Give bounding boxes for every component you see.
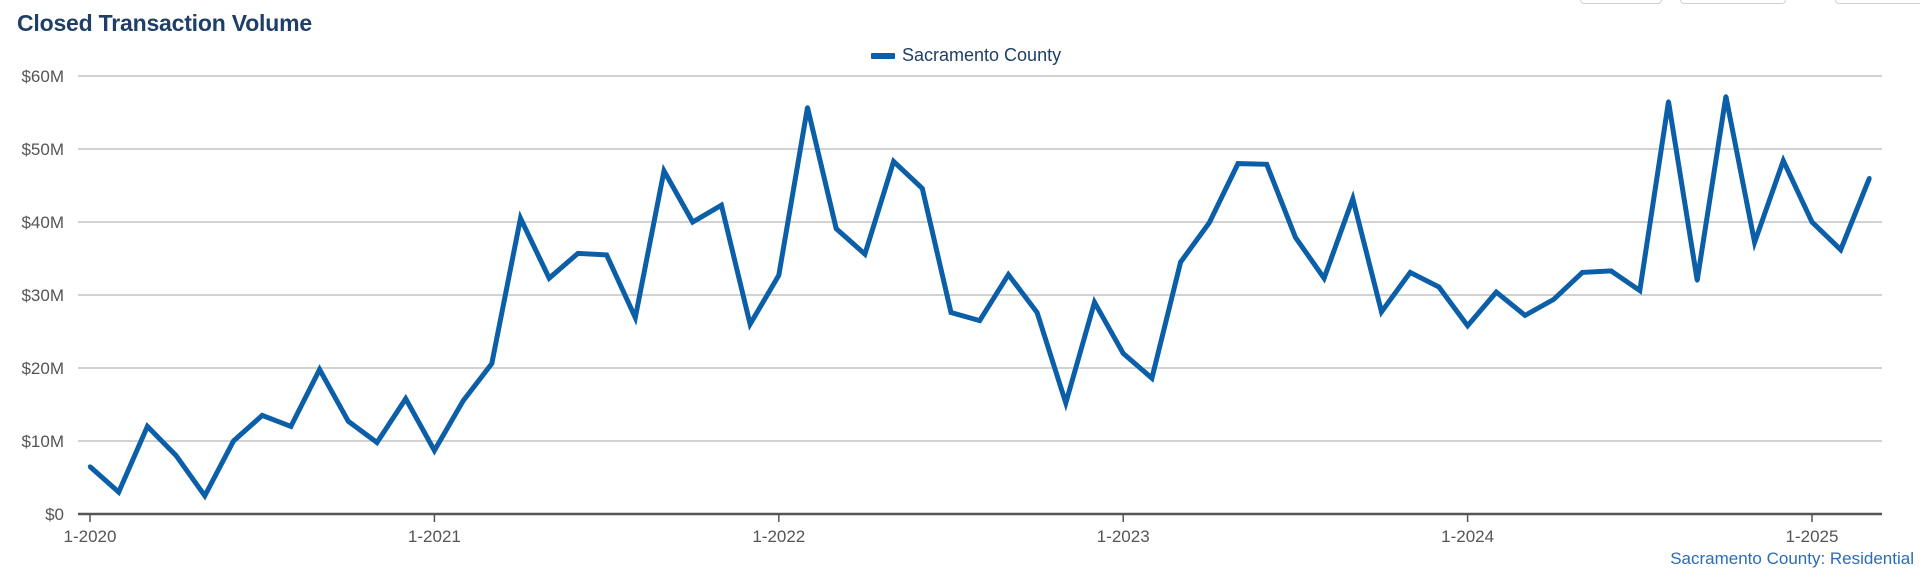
- data-point[interactable]: [1608, 268, 1614, 274]
- chart-legend[interactable]: Sacramento County: [871, 45, 1061, 66]
- data-point[interactable]: [1436, 284, 1442, 290]
- data-point[interactable]: [1494, 289, 1499, 295]
- data-point[interactable]: [1465, 323, 1470, 328]
- data-point[interactable]: [1838, 247, 1843, 252]
- data-point[interactable]: [1867, 176, 1872, 181]
- data-point[interactable]: [661, 168, 667, 174]
- data-point[interactable]: [518, 216, 523, 221]
- data-point[interactable]: [1781, 158, 1786, 163]
- data-point[interactable]: [1637, 288, 1643, 293]
- data-point[interactable]: [633, 315, 638, 320]
- data-point[interactable]: [1235, 161, 1241, 166]
- data-point[interactable]: [460, 398, 466, 404]
- data-point[interactable]: [719, 203, 724, 208]
- data-point[interactable]: [145, 424, 150, 429]
- legend-swatch: [871, 52, 895, 59]
- y-tick-label: $60M: [21, 67, 64, 86]
- chart-title: Closed Transaction Volume: [17, 10, 312, 36]
- data-point[interactable]: [1695, 278, 1700, 283]
- data-point[interactable]: [547, 276, 552, 281]
- legend-label: Sacramento County: [902, 45, 1062, 65]
- x-tick-label: 1-2025: [1786, 527, 1839, 546]
- data-point[interactable]: [977, 318, 982, 323]
- y-tick-label: $40M: [21, 213, 64, 232]
- data-point[interactable]: [173, 453, 179, 458]
- x-tick-label: 1-2023: [1097, 527, 1150, 546]
- data-point[interactable]: [1752, 240, 1757, 245]
- data-point[interactable]: [1121, 351, 1126, 356]
- data-point[interactable]: [1522, 313, 1528, 318]
- data-point[interactable]: [604, 252, 609, 258]
- data-point[interactable]: [116, 489, 121, 495]
- x-tick-label: 1-2024: [1441, 527, 1494, 546]
- data-point[interactable]: [1006, 272, 1011, 277]
- data-point[interactable]: [317, 367, 322, 372]
- data-point[interactable]: [834, 226, 839, 231]
- grid-lines: [78, 75, 1882, 442]
- y-tick-label: $0: [45, 505, 64, 524]
- data-point[interactable]: [403, 396, 408, 401]
- data-point[interactable]: [260, 413, 265, 418]
- data-point[interactable]: [374, 440, 380, 445]
- data-point[interactable]: [1293, 235, 1298, 240]
- data-point[interactable]: [1551, 297, 1556, 302]
- data-point[interactable]: [432, 448, 437, 453]
- data-point[interactable]: [948, 310, 954, 315]
- data-point[interactable]: [346, 419, 351, 424]
- data-point[interactable]: [288, 424, 294, 429]
- data-point[interactable]: [1092, 300, 1097, 305]
- y-tick-label: $10M: [21, 432, 64, 451]
- data-point[interactable]: [1408, 270, 1413, 275]
- series-layer: [87, 94, 1872, 501]
- x-tick-label: 1-2022: [752, 527, 805, 546]
- y-tick-label: $20M: [21, 359, 64, 378]
- data-point[interactable]: [1034, 310, 1040, 315]
- data-point[interactable]: [202, 493, 207, 498]
- data-point[interactable]: [747, 322, 753, 327]
- data-point[interactable]: [776, 273, 781, 278]
- data-point[interactable]: [891, 159, 896, 164]
- data-point[interactable]: [489, 361, 494, 366]
- toolbar-button-3[interactable]: [1835, 0, 1920, 4]
- data-point[interactable]: [920, 186, 925, 191]
- y-tick-label: $50M: [21, 140, 64, 159]
- data-point[interactable]: [1580, 270, 1585, 275]
- data-point[interactable]: [231, 438, 236, 444]
- axes: $0 $10M $20M $30M $40M $50M $60M 1-2020 1-2021 1-…: [21, 67, 1882, 546]
- data-point[interactable]: [87, 464, 93, 469]
- data-point[interactable]: [1321, 276, 1327, 281]
- data-point[interactable]: [1350, 196, 1356, 201]
- x-tick-label: 1-2021: [408, 527, 461, 546]
- data-point[interactable]: [1264, 162, 1269, 167]
- data-point[interactable]: [1723, 94, 1729, 99]
- data-point[interactable]: [862, 251, 868, 257]
- y-tick-label: $30M: [21, 286, 64, 305]
- data-point[interactable]: [1207, 220, 1212, 225]
- data-point[interactable]: [805, 105, 810, 110]
- data-point[interactable]: [1178, 259, 1183, 265]
- data-point[interactable]: [1809, 219, 1815, 225]
- series-line[interactable]: [88, 95, 1872, 501]
- data-point[interactable]: [575, 251, 581, 256]
- source-note: Sacramento County: Residential: [1670, 549, 1914, 568]
- x-tick-label: 1-2020: [64, 527, 117, 546]
- data-point[interactable]: [690, 219, 695, 225]
- data-point[interactable]: [1149, 376, 1155, 381]
- data-point[interactable]: [1666, 99, 1671, 104]
- data-point[interactable]: [1063, 400, 1069, 406]
- data-point[interactable]: [1379, 309, 1384, 314]
